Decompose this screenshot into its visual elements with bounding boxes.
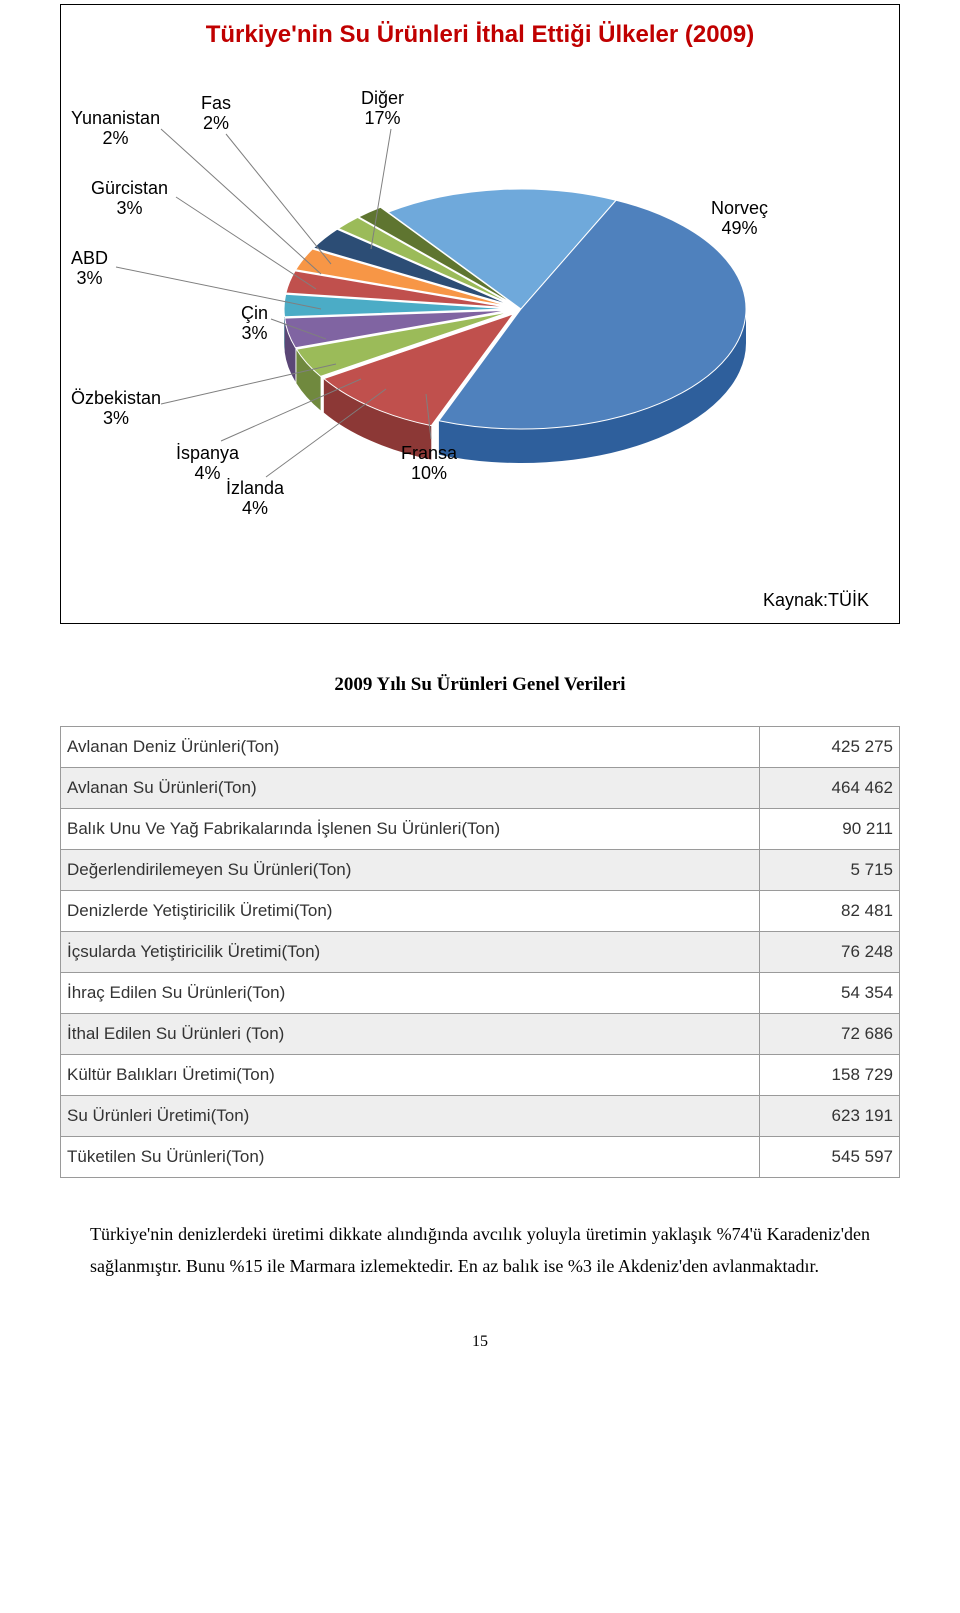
pie-chart-frame: Türkiye'nin Su Ürünleri İthal Ettiği Ülk… xyxy=(60,4,900,624)
table-row: Balık Unu Ve Yağ Fabrikalarında İşlenen … xyxy=(61,809,900,850)
table-cell-label: Balık Unu Ve Yağ Fabrikalarında İşlenen … xyxy=(61,809,760,850)
table-cell-label: Denizlerde Yetiştiricilik Üretimi(Ton) xyxy=(61,891,760,932)
table-row: Değerlendirilemeyen Su Ürünleri(Ton)5 71… xyxy=(61,850,900,891)
table-cell-value: 72 686 xyxy=(760,1014,900,1055)
table-row: Su Ürünleri Üretimi(Ton)623 191 xyxy=(61,1096,900,1137)
table-cell-value: 82 481 xyxy=(760,891,900,932)
pie-leader xyxy=(161,364,336,404)
table-cell-label: Su Ürünleri Üretimi(Ton) xyxy=(61,1096,760,1137)
table-cell-label: Değerlendirilemeyen Su Ürünleri(Ton) xyxy=(61,850,760,891)
page-number: 15 xyxy=(0,1333,960,1351)
table-cell-label: İçsularda Yetiştiricilik Üretimi(Ton) xyxy=(61,932,760,973)
table-cell-value: 90 211 xyxy=(760,809,900,850)
section-heading: 2009 Yılı Su Ürünleri Genel Verileri xyxy=(0,674,960,696)
pie-leader xyxy=(161,129,321,274)
chart-title: Türkiye'nin Su Ürünleri İthal Ettiği Ülk… xyxy=(71,21,889,49)
table-row: İthal Edilen Su Ürünleri (Ton)72 686 xyxy=(61,1014,900,1055)
pie-leader xyxy=(116,267,321,309)
table-cell-label: Avlanan Su Ürünleri(Ton) xyxy=(61,768,760,809)
table-cell-value: 76 248 xyxy=(760,932,900,973)
table-cell-label: Avlanan Deniz Ürünleri(Ton) xyxy=(61,727,760,768)
table-cell-label: Kültür Balıkları Üretimi(Ton) xyxy=(61,1055,760,1096)
pie-chart: Norveç 49%Fransa 10%İzlanda 4%İspanya 4%… xyxy=(71,49,889,549)
table-cell-value: 54 354 xyxy=(760,973,900,1014)
table-cell-value: 5 715 xyxy=(760,850,900,891)
table-row: Avlanan Su Ürünleri(Ton)464 462 xyxy=(61,768,900,809)
table-row: Tüketilen Su Ürünleri(Ton)545 597 xyxy=(61,1137,900,1178)
pie-leader-layer xyxy=(71,49,891,549)
table-row: İçsularda Yetiştiricilik Üretimi(Ton)76 … xyxy=(61,932,900,973)
pie-leader xyxy=(426,394,431,439)
table-cell-value: 425 275 xyxy=(760,727,900,768)
table-row: Avlanan Deniz Ürünleri(Ton)425 275 xyxy=(61,727,900,768)
table-cell-value: 158 729 xyxy=(760,1055,900,1096)
table-cell-label: İhraç Edilen Su Ürünleri(Ton) xyxy=(61,973,760,1014)
table-row: İhraç Edilen Su Ürünleri(Ton)54 354 xyxy=(61,973,900,1014)
pie-leader xyxy=(266,389,386,477)
table-cell-label: Tüketilen Su Ürünleri(Ton) xyxy=(61,1137,760,1178)
data-table: Avlanan Deniz Ürünleri(Ton)425 275Avlana… xyxy=(60,726,900,1178)
body-paragraph: Türkiye'nin denizlerdeki üretimi dikkate… xyxy=(90,1218,870,1283)
table-row: Kültür Balıkları Üretimi(Ton)158 729 xyxy=(61,1055,900,1096)
pie-leader xyxy=(271,319,326,339)
pie-leader xyxy=(176,197,316,289)
pie-leader xyxy=(226,134,331,264)
chart-source: Kaynak:TÜİK xyxy=(763,590,869,611)
table-cell-value: 464 462 xyxy=(760,768,900,809)
table-cell-label: İthal Edilen Su Ürünleri (Ton) xyxy=(61,1014,760,1055)
table-cell-value: 545 597 xyxy=(760,1137,900,1178)
pie-leader xyxy=(221,379,361,441)
table-cell-value: 623 191 xyxy=(760,1096,900,1137)
table-row: Denizlerde Yetiştiricilik Üretimi(Ton)82… xyxy=(61,891,900,932)
pie-leader xyxy=(371,129,391,249)
